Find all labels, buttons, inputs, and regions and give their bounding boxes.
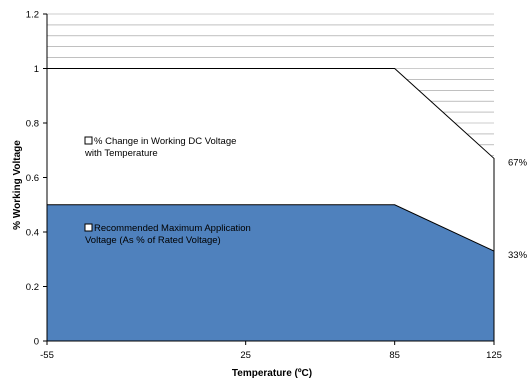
x-tick-label: 25: [240, 350, 251, 361]
x-tick-label: 125: [486, 350, 502, 361]
x-axis-label: Temperature (ºC): [232, 368, 312, 379]
tick-labels: 0 0.2 0.4 0.6 0.8 1 1.2 -55 25 85 125: [26, 10, 502, 362]
y-tick-label: 0.4: [26, 228, 39, 239]
y-axis-label: % Working Voltage: [12, 140, 23, 230]
annotation-label: 33%: [508, 250, 527, 261]
series-areas: [46, 68, 495, 342]
x-tick-label: 85: [389, 350, 400, 361]
legend-swatch: [84, 136, 93, 145]
legend-swatch: [84, 223, 93, 232]
y-tick-label: 1.2: [26, 10, 39, 21]
legend-label: with Temperature: [84, 148, 158, 159]
legend-label: Voltage (As % of Rated Voltage): [85, 235, 221, 246]
y-tick-label: 0: [34, 337, 39, 348]
y-tick-label: 1: [34, 64, 39, 75]
annotation-label: 67%: [508, 157, 527, 168]
legend-label: % Change in Working DC Voltage: [94, 136, 236, 147]
y-tick-label: 0.2: [26, 282, 39, 293]
y-tick-label: 0.8: [26, 119, 39, 130]
legend-label: Recommended Maximum Application: [94, 223, 251, 234]
y-tick-label: 0.6: [26, 173, 39, 184]
annotations: 67% 33%: [508, 157, 527, 261]
x-tick-label: -55: [40, 350, 54, 361]
